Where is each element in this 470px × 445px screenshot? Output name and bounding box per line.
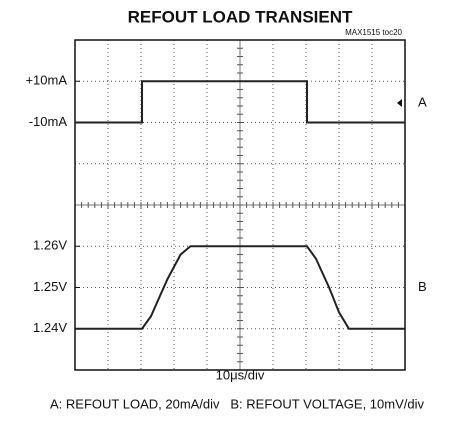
channel-label: A xyxy=(418,95,427,110)
chart-title: REFOUT LOAD TRANSIENT xyxy=(128,7,353,26)
y-tick-label: +10mA xyxy=(25,73,67,88)
y-tick-label: 1.26V xyxy=(33,238,67,253)
y-tick-label: -10mA xyxy=(29,114,68,129)
y-tick-label: 1.25V xyxy=(33,279,67,294)
trace xyxy=(75,245,405,330)
caption: A: REFOUT LOAD, 20mA/div B: REFOUT VOLTA… xyxy=(50,396,424,411)
channel-label: B xyxy=(418,279,427,294)
chart-note: MAX1515 toc20 xyxy=(345,28,402,37)
y-tick-label: 1.24V xyxy=(33,320,67,335)
x-axis-label: 10μs/div xyxy=(216,367,265,382)
trace xyxy=(75,80,405,124)
ground-marker xyxy=(397,99,402,107)
plot-frame xyxy=(74,39,406,371)
